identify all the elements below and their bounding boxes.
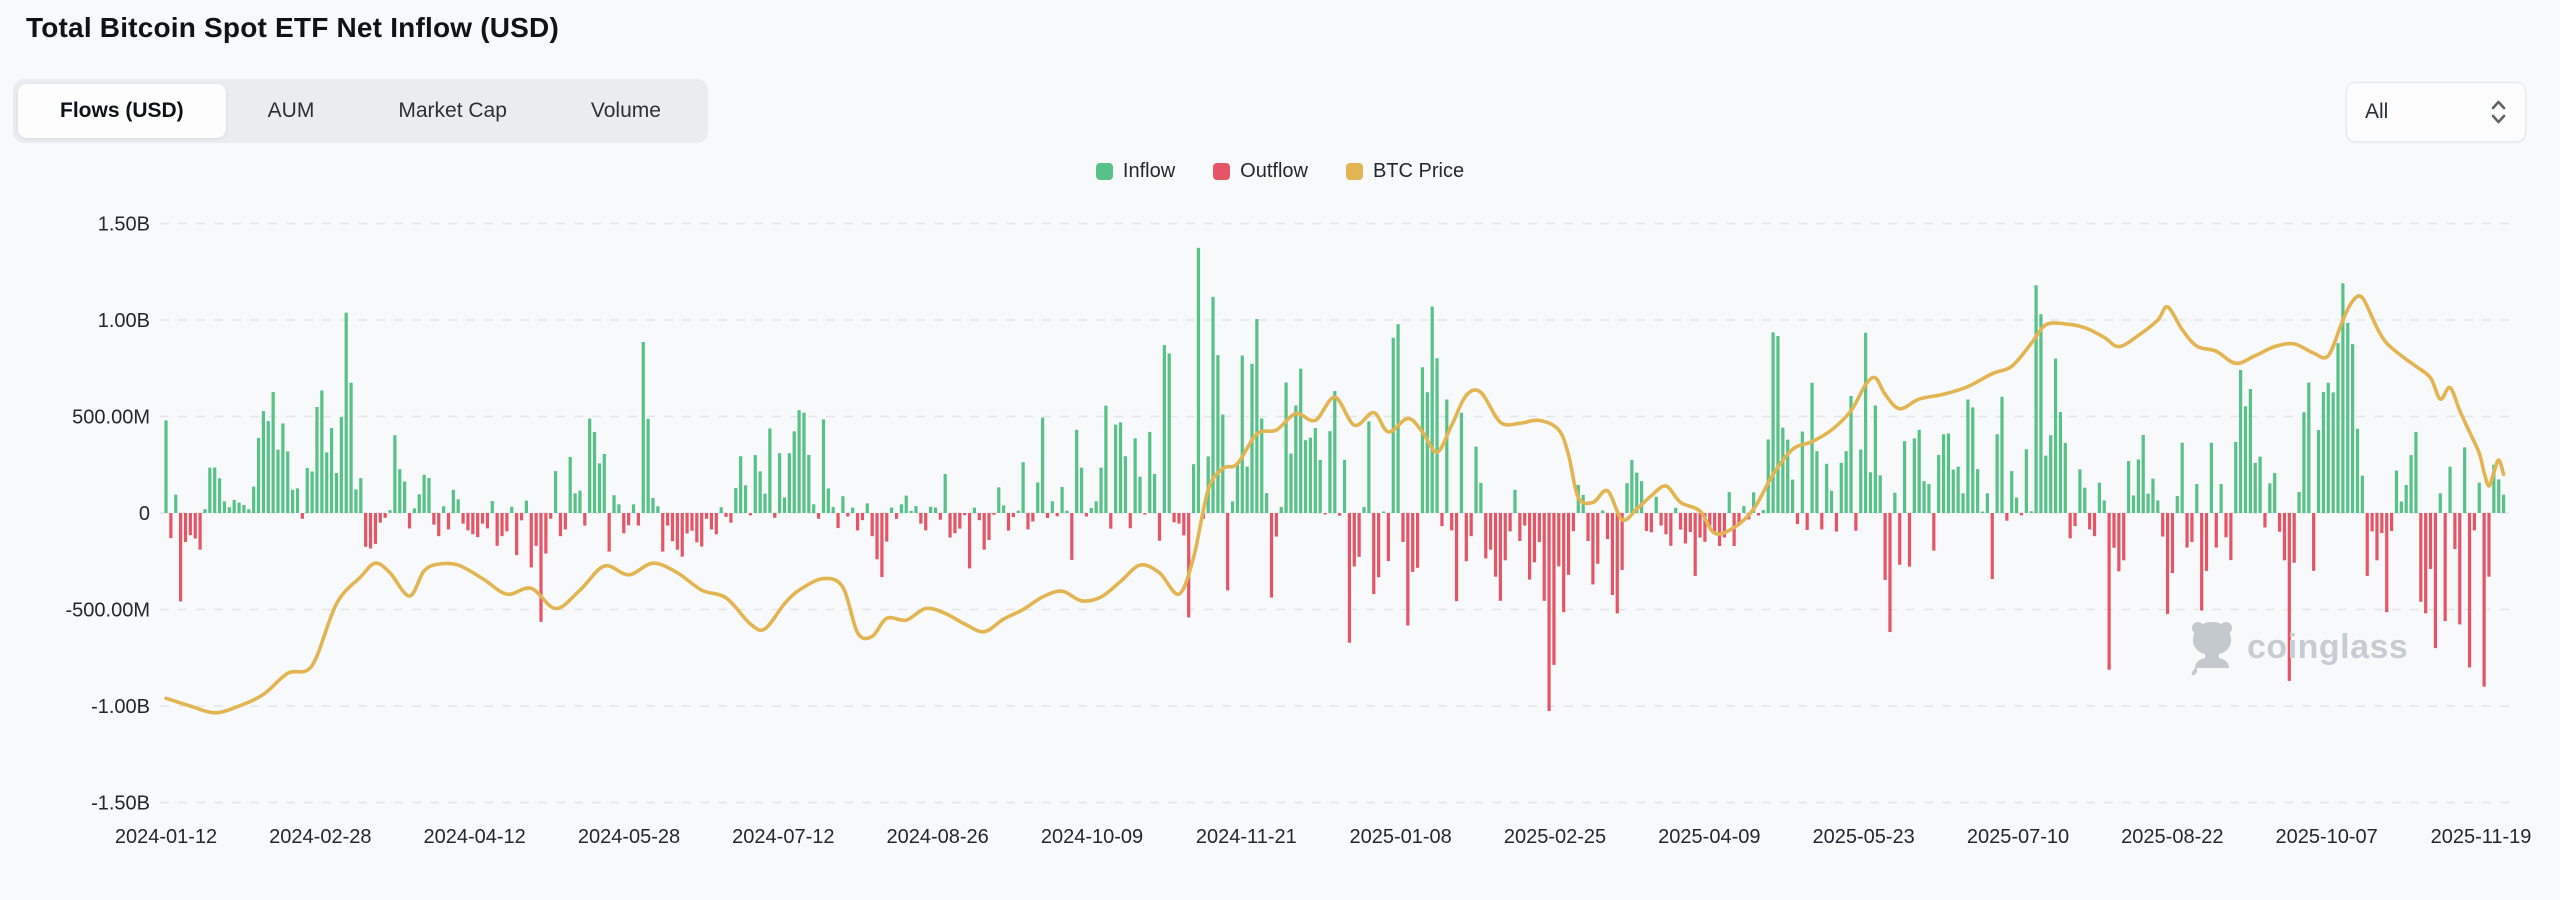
- tab-market-cap[interactable]: Market Cap: [398, 99, 507, 122]
- tab-volume[interactable]: Volume: [590, 99, 661, 122]
- x-tick-label: 2024-05-28: [578, 826, 680, 848]
- legend-label: Inflow: [1122, 160, 1176, 182]
- tab-flows-usd[interactable]: Flows (USD): [18, 84, 226, 138]
- chart-legend: Inflow Outflow BTC Price: [0, 160, 2560, 183]
- legend-swatch-btc-price: [1345, 163, 1363, 180]
- y-tick-label: -1.50B: [91, 793, 150, 815]
- legend-swatch-outflow: [1213, 163, 1231, 180]
- y-tick-label: 0: [139, 503, 150, 525]
- x-tick-label: 2024-10-09: [1041, 826, 1143, 848]
- x-tick-label: 2025-05-23: [1813, 826, 1915, 848]
- x-tick-label: 2024-08-26: [887, 826, 989, 848]
- legend-swatch-inflow: [1095, 163, 1113, 180]
- time-range-value: All: [2365, 100, 2389, 123]
- y-tick-label: -500.00M: [66, 600, 151, 622]
- x-tick-label: 2025-08-22: [2121, 826, 2223, 848]
- select-stepper-icon: [2490, 98, 2507, 126]
- tab-aum[interactable]: AUM: [267, 99, 315, 122]
- legend-item-btc-price[interactable]: BTC Price: [1345, 160, 1465, 183]
- tab-bar: Flows (USD) AUM Market Cap Volume: [13, 79, 708, 143]
- x-tick-label: 2024-01-12: [115, 826, 217, 848]
- x-tick-label: 2025-01-08: [1350, 826, 1452, 848]
- x-tick-label: 2024-07-12: [732, 826, 834, 848]
- y-tick-label: 1.50B: [98, 214, 150, 236]
- legend-item-outflow[interactable]: Outflow: [1213, 160, 1308, 183]
- x-tick-label: 2025-07-10: [1967, 826, 2069, 848]
- y-tick-label: -1.00B: [91, 696, 150, 718]
- x-tick-label: 2024-04-12: [424, 826, 526, 848]
- x-tick-label: 2025-02-25: [1504, 826, 1606, 848]
- x-tick-label: 2024-11-21: [1196, 826, 1297, 848]
- x-tick-label: 2025-04-09: [1658, 826, 1760, 848]
- y-tick-label: 1.00B: [98, 310, 150, 332]
- y-tick-label: 500.00M: [72, 407, 150, 429]
- x-tick-label: 2024-02-28: [269, 826, 371, 848]
- x-tick-label: 2025-10-07: [2276, 826, 2378, 848]
- legend-label: BTC Price: [1372, 160, 1465, 182]
- page-title: Total Bitcoin Spot ETF Net Inflow (USD): [26, 12, 560, 43]
- time-range-select[interactable]: All: [2346, 82, 2526, 142]
- flow-bars: [164, 247, 2506, 712]
- legend-item-inflow[interactable]: Inflow: [1095, 160, 1176, 183]
- legend-label: Outflow: [1240, 160, 1308, 182]
- btc-price-line: [164, 294, 2506, 715]
- x-tick-label: 2025-11-19: [2431, 826, 2532, 848]
